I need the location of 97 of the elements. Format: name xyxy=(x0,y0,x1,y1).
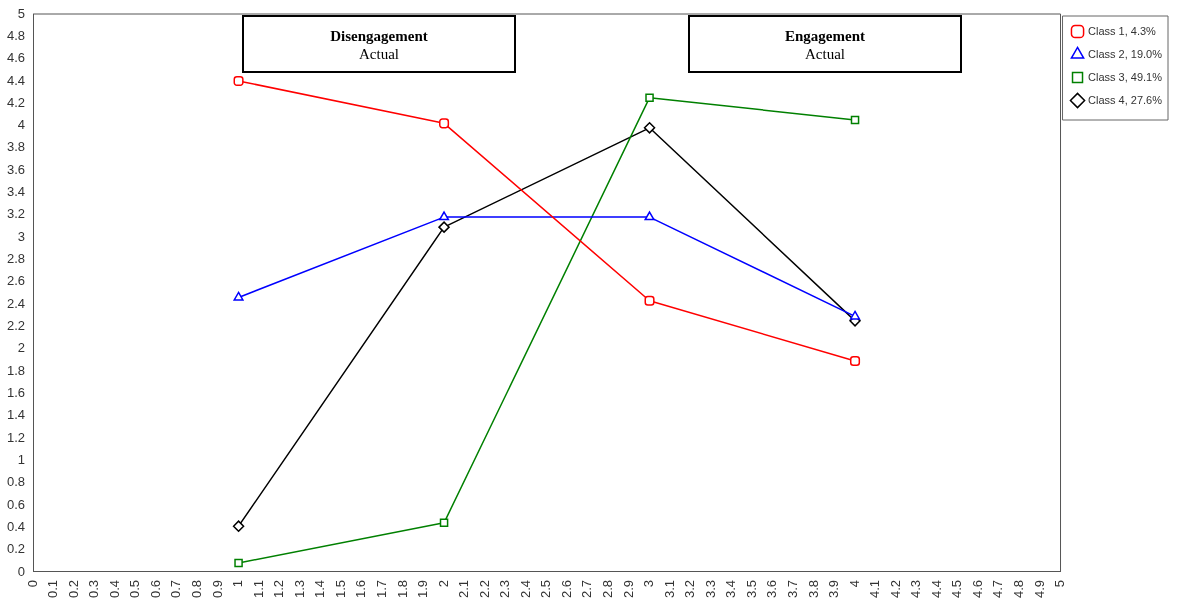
x-tick-label: 2.3 xyxy=(497,579,513,599)
x-tick-label: 1.9 xyxy=(415,579,431,599)
x-tick-label: 1.6 xyxy=(353,579,369,599)
x-tick-label: 2.2 xyxy=(476,579,492,599)
x-tick-label: 1.5 xyxy=(332,579,348,599)
y-tick-label: 1.6 xyxy=(6,384,26,400)
point xyxy=(849,310,861,320)
x-tick-label: 4.9 xyxy=(1031,579,1047,599)
x-tick-label: 0.4 xyxy=(106,579,122,599)
point xyxy=(233,75,244,86)
legend-label: Class 1, 4.3% xyxy=(1088,24,1157,37)
x-tick-label: 2.5 xyxy=(538,579,554,599)
x-tick-label: 1.8 xyxy=(394,579,410,599)
x-tick-label: 3.7 xyxy=(784,579,800,599)
x-tick-label: 2 xyxy=(435,579,451,588)
x-tick-label: 3 xyxy=(641,579,657,588)
x-tick-label: 1.4 xyxy=(312,579,328,599)
x-tick-label: 4.4 xyxy=(928,579,944,599)
x-tick-label: 5 xyxy=(1052,579,1068,588)
x-tick-label: 2.7 xyxy=(579,579,595,599)
y-tick-label: 4.8 xyxy=(6,27,26,43)
point xyxy=(438,211,450,221)
y-tick-label: 2 xyxy=(17,340,26,356)
point xyxy=(645,93,654,102)
x-tick-label: 2.4 xyxy=(517,579,533,599)
legend-label: Class 2, 19.0% xyxy=(1088,47,1163,60)
x-tick-label: 2.9 xyxy=(620,579,636,599)
x-tick-label: 0.6 xyxy=(147,579,163,599)
x-tick-label: 2.6 xyxy=(558,579,574,599)
y-tick-label: 0.2 xyxy=(6,541,26,557)
x-tick-label: 0.3 xyxy=(86,579,102,599)
y-tick-label: 4.4 xyxy=(6,72,26,88)
point xyxy=(234,558,243,568)
x-tick-label: 4.8 xyxy=(1011,579,1026,599)
y-tick-label: 2.6 xyxy=(6,273,26,289)
x-tick-label: 3.9 xyxy=(826,579,842,599)
x-tick-label: 1.1 xyxy=(250,579,266,599)
annotation: Disengagement Actual xyxy=(329,27,429,63)
x-tick-label: 0.8 xyxy=(189,579,205,599)
x-tick-label: 3.1 xyxy=(661,579,677,599)
x-tick-label: 0.9 xyxy=(209,579,225,599)
x-tick-label: 0.5 xyxy=(127,579,143,599)
x-tick-label: 3.8 xyxy=(805,579,821,599)
point xyxy=(850,115,860,125)
y-tick-label: 4.6 xyxy=(6,50,26,66)
legend-label: Class 4, 27.6% xyxy=(1088,93,1163,106)
y-tick-label: 1.8 xyxy=(6,362,26,378)
point xyxy=(849,355,861,367)
y-tick-label: 3 xyxy=(17,228,26,244)
x-tick-label: 0 xyxy=(24,579,40,588)
point xyxy=(439,518,449,528)
y-tick-label: 0.8 xyxy=(6,474,26,490)
x-tick-label: 1.7 xyxy=(373,579,389,599)
x-tick-label: 0.1 xyxy=(45,579,61,599)
y-tick-label: 4 xyxy=(17,117,26,133)
point xyxy=(233,291,244,301)
x-tick-label: 1 xyxy=(230,579,246,588)
x-tick-label: 4 xyxy=(846,579,862,588)
y-tick-label: 5 xyxy=(17,5,26,21)
point xyxy=(643,122,656,134)
y-tick-label: 2.2 xyxy=(6,318,26,334)
x-tick-label: 1.3 xyxy=(291,579,307,599)
y-tick-label: 4.2 xyxy=(6,94,26,110)
x-tick-label: 2.1 xyxy=(456,579,472,599)
y-tick-label: 3.2 xyxy=(6,206,26,222)
x-tick-label: 3.6 xyxy=(764,579,780,599)
annotation: Engagement Actual xyxy=(784,27,866,63)
x-tick-label: 3.4 xyxy=(723,579,739,599)
x-tick-label: 0.2 xyxy=(65,579,81,599)
y-tick-label: 1.4 xyxy=(6,407,26,423)
x-tick-label: 4.6 xyxy=(969,579,985,599)
y-tick-label: 2.8 xyxy=(6,251,26,267)
x-tick-label: 4.7 xyxy=(990,579,1006,599)
x-tick-label: 4.1 xyxy=(867,579,883,599)
y-tick-label: 2.4 xyxy=(6,295,26,311)
point xyxy=(644,295,655,306)
point xyxy=(439,118,450,129)
y-tick-label: 3.4 xyxy=(6,184,26,200)
point xyxy=(232,520,245,532)
y-tick-label: 0.4 xyxy=(6,518,26,534)
y-tick-label: 3.6 xyxy=(6,161,26,177)
point xyxy=(438,221,450,233)
y-tick-label: 0.6 xyxy=(6,496,26,512)
x-tick-label: 1.2 xyxy=(271,579,287,599)
x-tick-label: 3.3 xyxy=(702,579,718,599)
y-tick-label: 1 xyxy=(17,451,26,467)
y-tick-label: 3.8 xyxy=(6,139,26,155)
x-tick-label: 2.8 xyxy=(600,579,616,599)
x-tick-label: 0.7 xyxy=(168,579,184,599)
x-tick-label: 3.2 xyxy=(682,579,698,599)
point xyxy=(644,211,655,221)
x-tick-label: 4.3 xyxy=(908,579,924,599)
y-tick-label: 1.2 xyxy=(6,429,26,445)
x-tick-label: 3.5 xyxy=(743,579,759,599)
x-tick-label: 4.2 xyxy=(887,579,903,599)
x-tick-label: 4.5 xyxy=(949,579,965,599)
legend-label: Class 3, 49.1% xyxy=(1088,70,1163,83)
